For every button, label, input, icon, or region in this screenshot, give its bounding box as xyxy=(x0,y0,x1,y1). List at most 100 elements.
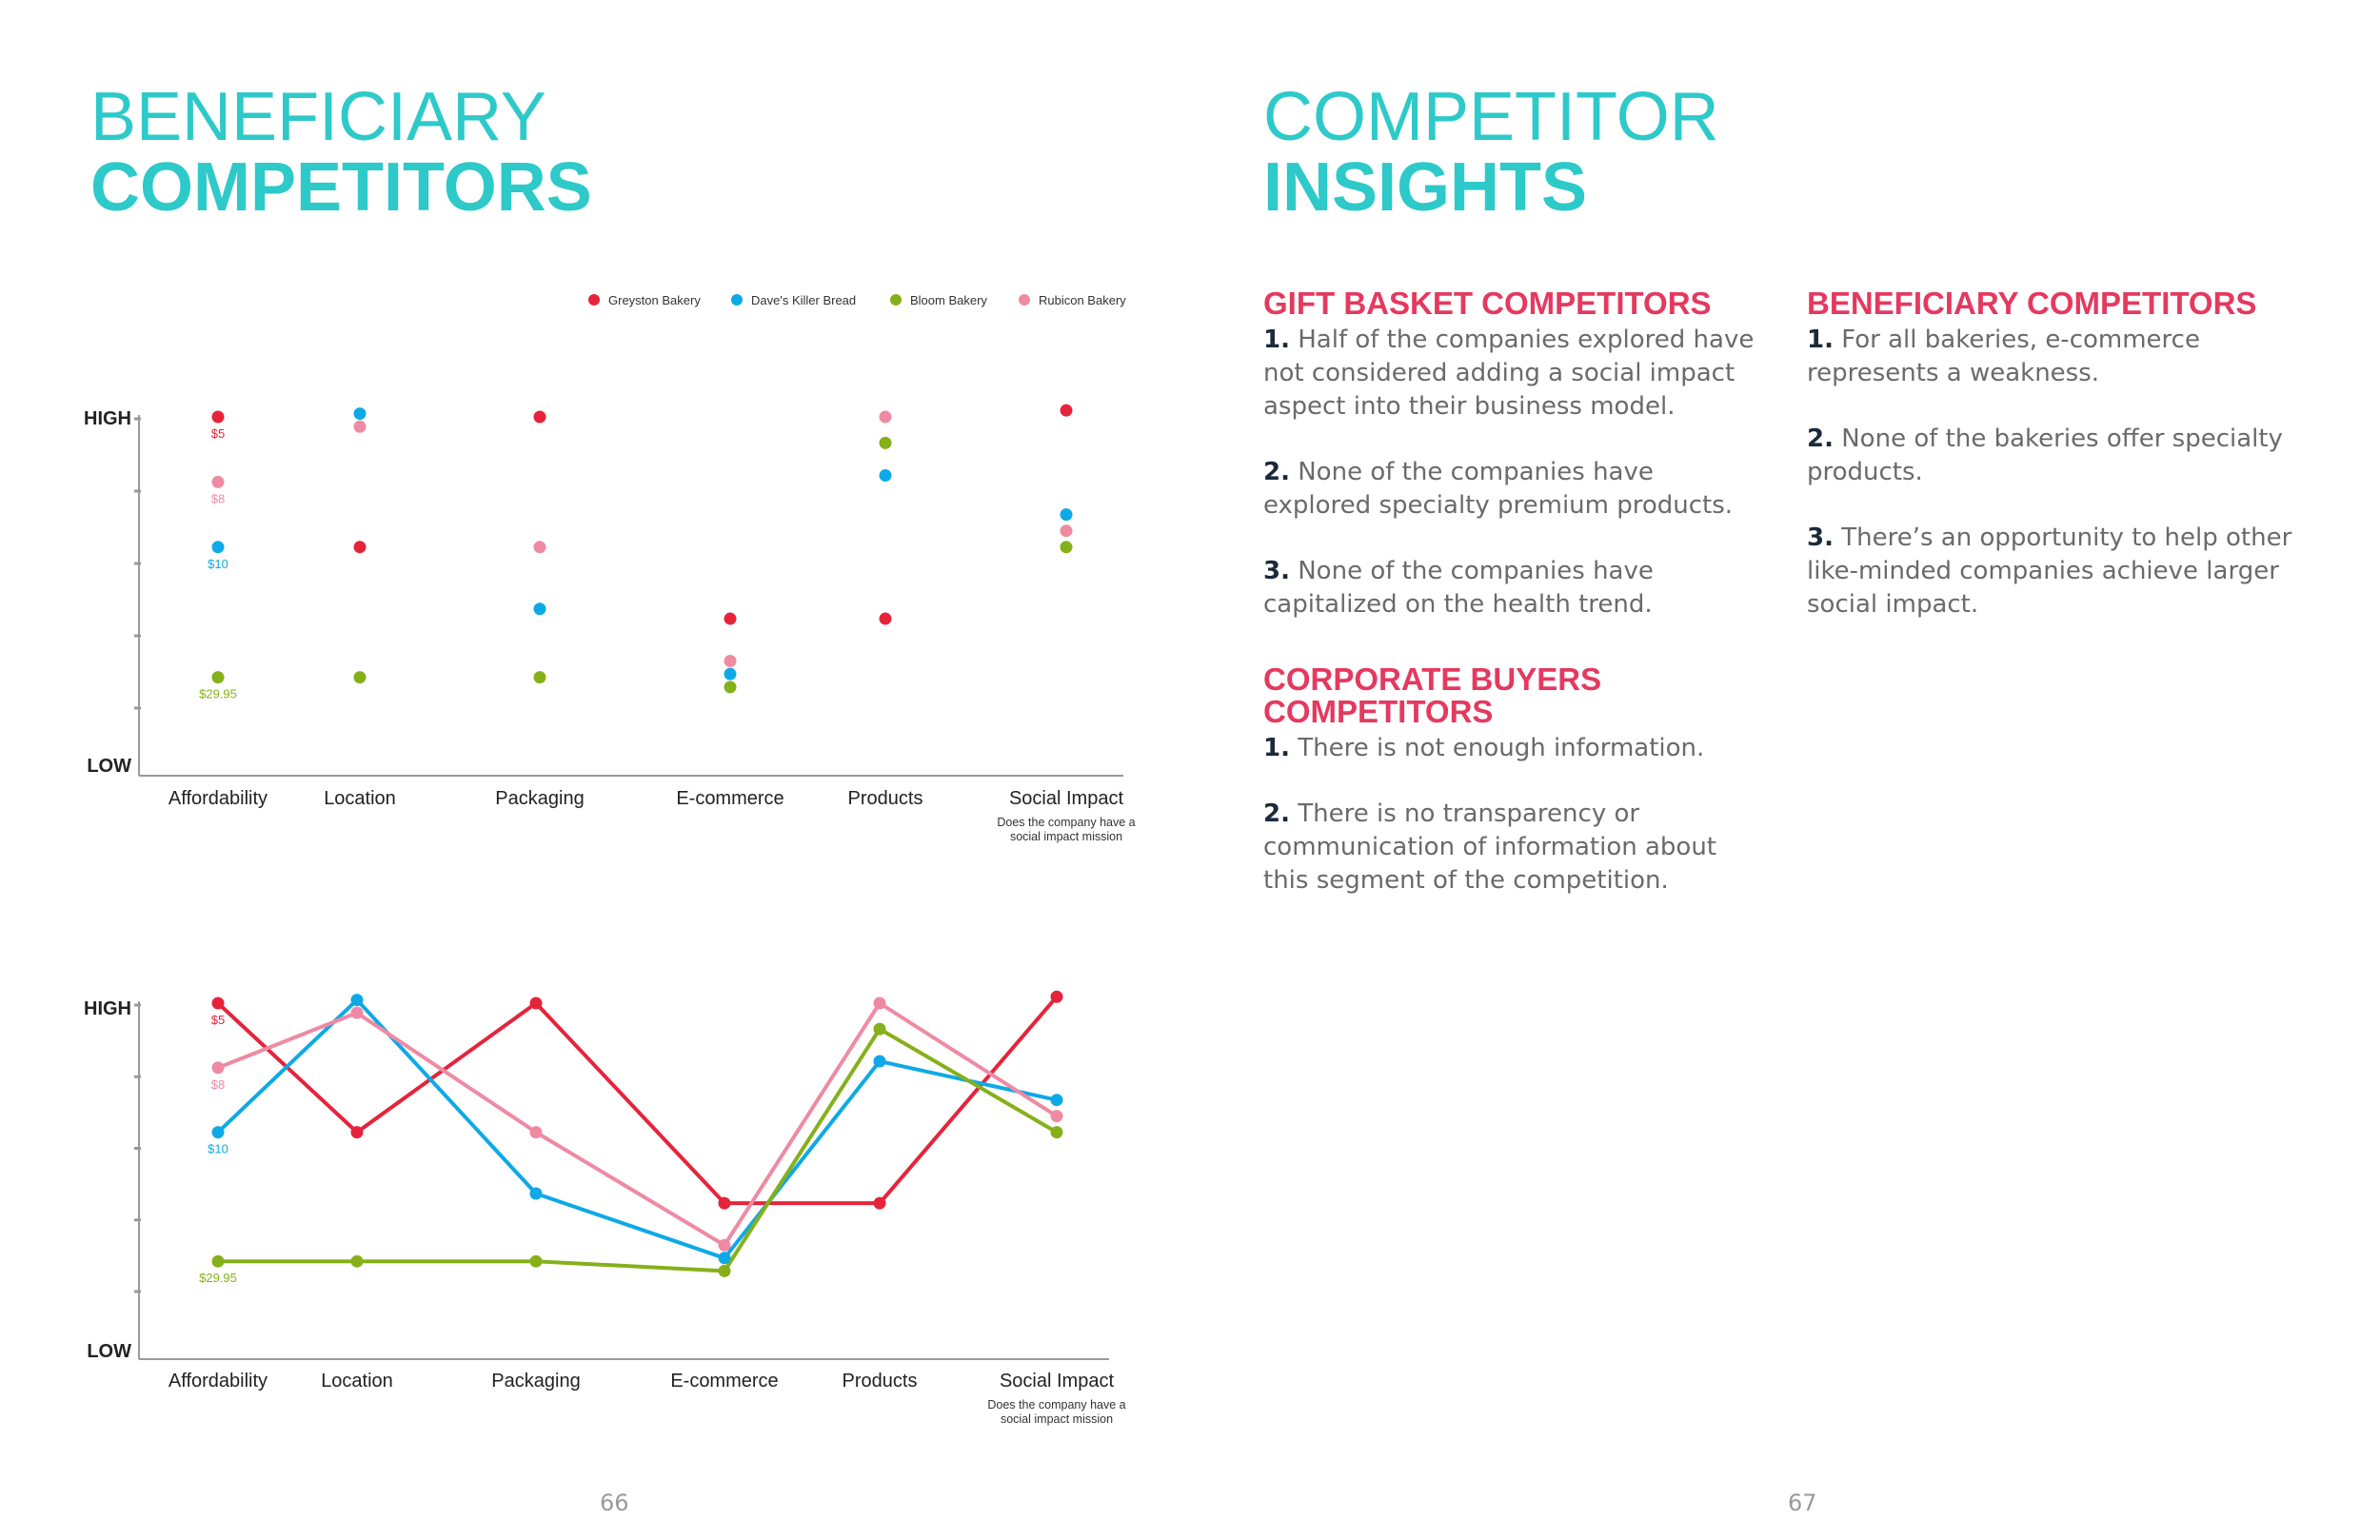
data-label: $5 xyxy=(211,1013,225,1027)
series-line xyxy=(217,1001,1059,1248)
data-point xyxy=(353,541,367,554)
data-point xyxy=(724,655,737,667)
x-tick-label: E-commerce xyxy=(670,1371,778,1392)
corporate-insight-2: 2. There is no transparency or communica… xyxy=(1263,800,1716,895)
data-point xyxy=(724,612,737,625)
corporate-buyers-heading: CORPORATE BUYERS COMPETITORS xyxy=(1263,661,1602,729)
data-point xyxy=(718,1252,731,1265)
x-tick-label: Products xyxy=(848,788,923,809)
data-point xyxy=(529,1254,543,1268)
legend-label: Bloom Bakery xyxy=(910,293,987,307)
x-tick-label: Social Impact xyxy=(1000,1371,1114,1392)
data-point xyxy=(1050,990,1063,1003)
data-point xyxy=(211,475,225,488)
left-title-line2: COMPETITORS xyxy=(90,149,592,226)
data-point xyxy=(350,994,364,1007)
gift-basket-section: GIFT BASKET COMPETITORS 1. Half of the c… xyxy=(1263,287,1768,622)
series-line xyxy=(218,1027,1059,1273)
data-point xyxy=(211,410,225,424)
data-point xyxy=(353,420,367,433)
data-point xyxy=(529,1126,543,1139)
data-label: $5 xyxy=(211,426,225,441)
right-title-line2: INSIGHTS xyxy=(1263,149,1588,226)
data-point xyxy=(873,997,886,1010)
data-point xyxy=(533,541,546,554)
line-chart: HIGH LOW Affordability Location Packaging E-c… xyxy=(84,990,1126,1426)
left-page-title: BENEFICIARY COMPETITORS xyxy=(90,82,592,223)
beneficiary-heading: BENEFICIARY COMPETITORS xyxy=(1807,286,2257,321)
x-tick-label: Products xyxy=(843,1371,918,1392)
x-tick-label: Affordability xyxy=(169,1371,268,1392)
insights-column-right: BENEFICIARY COMPETITORS 1. For all baker… xyxy=(1807,287,2321,654)
data-point xyxy=(718,1264,731,1277)
data-point xyxy=(533,410,546,424)
x-tick-label: Location xyxy=(321,1371,393,1392)
right-title-line1: COMPETITOR xyxy=(1263,79,1719,155)
data-point xyxy=(873,1196,886,1210)
legend-marker xyxy=(731,294,743,306)
y-label-high: HIGH xyxy=(84,998,131,1019)
data-point xyxy=(533,602,546,616)
beneficiary-insight-3: 3. There’s an opportunity to help other … xyxy=(1807,523,2292,619)
x-tick-label: Packaging xyxy=(495,788,584,809)
data-point xyxy=(718,1238,731,1252)
x-tick-note: social impact mission xyxy=(1010,830,1122,843)
x-tick-label: Location xyxy=(324,788,396,809)
gift-basket-heading: GIFT BASKET COMPETITORS xyxy=(1263,286,1712,321)
data-point xyxy=(724,667,737,681)
gift-insight-2: 2. None of the companies have explored s… xyxy=(1263,458,1734,520)
series-line xyxy=(216,997,1058,1260)
scatter-chart: HIGH LOW Affordability Location Packaging E-c… xyxy=(84,293,1136,843)
data-point xyxy=(1050,1110,1063,1123)
data-point xyxy=(1060,404,1073,417)
data-point xyxy=(353,407,367,421)
gift-insight-3: 3. None of the companies have capitalize… xyxy=(1263,557,1654,619)
data-label: $10 xyxy=(208,557,228,571)
data-point xyxy=(211,671,225,684)
legend-label: Dave's Killer Bread xyxy=(751,293,856,307)
data-point xyxy=(1050,1094,1063,1107)
legend-label: Rubicon Bakery xyxy=(1039,293,1126,307)
x-tick-label: Packaging xyxy=(491,1371,580,1392)
data-point xyxy=(879,612,892,625)
data-point xyxy=(211,1061,225,1075)
data-point xyxy=(350,1254,364,1268)
data-point xyxy=(353,671,367,684)
data-label: $10 xyxy=(208,1142,228,1156)
data-point xyxy=(718,1196,731,1210)
x-tick-note: Does the company have a xyxy=(987,1398,1125,1412)
data-point xyxy=(529,1187,543,1200)
page-number-right: 67 xyxy=(1788,1490,1817,1516)
gift-insight-1: 1. Half of the companies explored have n… xyxy=(1263,326,1755,421)
data-point xyxy=(724,681,737,694)
x-tick-label: Affordability xyxy=(169,788,268,809)
legend-marker xyxy=(588,294,600,306)
data-point xyxy=(533,671,546,684)
corporate-insight-1: 1. There is not enough information. xyxy=(1263,734,1705,762)
y-label-high: HIGH xyxy=(84,408,131,429)
data-point xyxy=(879,469,892,483)
x-tick-note: social impact mission xyxy=(1001,1412,1113,1426)
corporate-buyers-section: CORPORATE BUYERS COMPETITORS 1. There is… xyxy=(1263,663,1768,898)
data-label: $29.95 xyxy=(199,1271,237,1285)
data-point xyxy=(211,997,225,1010)
data-point xyxy=(879,436,892,449)
data-label: $8 xyxy=(211,1077,225,1092)
x-tick-label: E-commerce xyxy=(676,788,783,809)
series-line xyxy=(216,995,1059,1206)
data-point xyxy=(350,1126,364,1139)
data-point xyxy=(529,997,543,1010)
data-point xyxy=(1060,541,1073,554)
data-point xyxy=(1060,508,1073,522)
data-point xyxy=(211,1254,225,1268)
x-tick-label: Social Impact xyxy=(1009,788,1123,809)
x-tick-note: Does the company have a xyxy=(997,816,1135,829)
data-label: $29.95 xyxy=(199,687,237,701)
data-point xyxy=(879,410,892,424)
data-label: $8 xyxy=(211,491,225,505)
competitor-charts: HIGH LOW Affordability Location Packaging E-c… xyxy=(84,293,1136,1426)
data-point xyxy=(1060,524,1073,538)
data-point xyxy=(873,1055,886,1068)
right-page-title: COMPETITOR INSIGHTS xyxy=(1263,82,1719,223)
data-point xyxy=(350,1006,364,1019)
